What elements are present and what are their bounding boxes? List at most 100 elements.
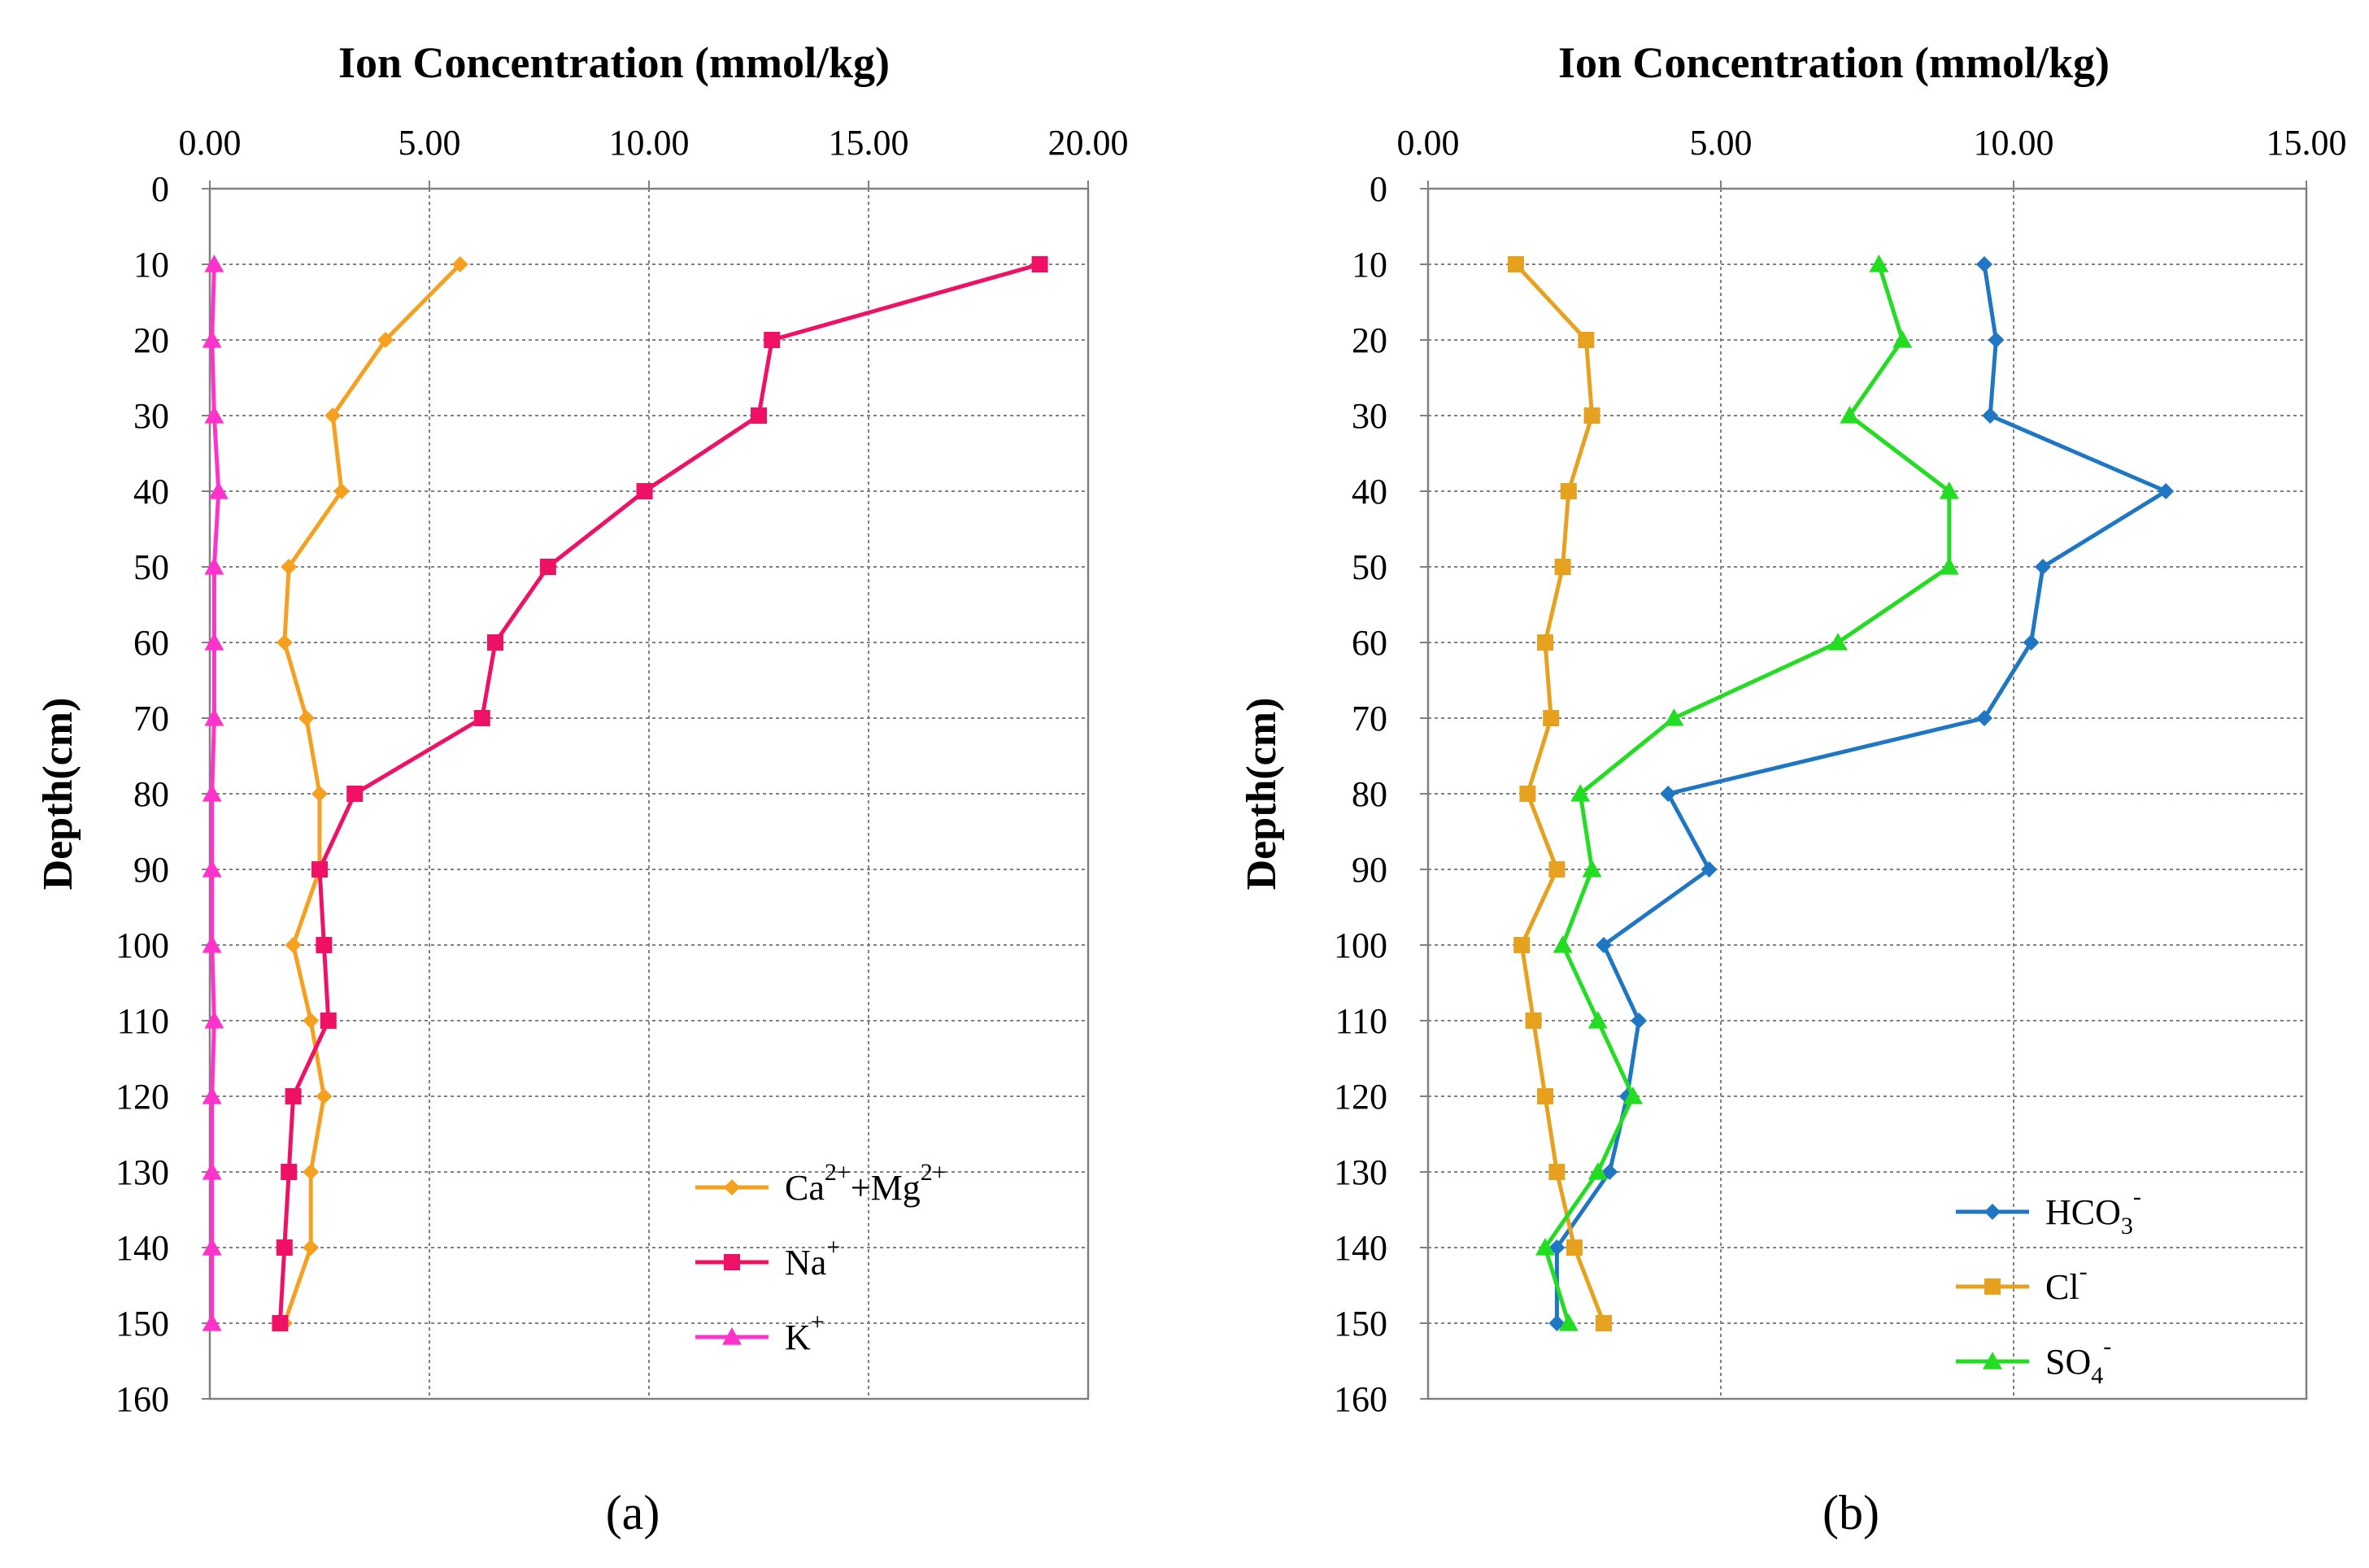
chart-a-data-point: [298, 710, 315, 726]
chart-b: Ion Concentration (mmol/kg) 0.00 5.00 10.00…: [1239, 38, 2347, 1540]
chart-a-data-point: [204, 708, 224, 726]
chart-b-data-point: [2023, 634, 2040, 651]
legend-label-part: Cl: [2045, 1267, 2079, 1307]
chart-b-data-point: [1570, 784, 1591, 802]
chart-a-data-point: [539, 559, 556, 575]
chart-b-data-point: [1988, 332, 2005, 348]
chart-b-data-point: [1513, 937, 1531, 953]
legend-label-part: 2+: [825, 1159, 851, 1186]
chart-a-y-tick-label: 40: [133, 472, 169, 512]
chart-a-data-point: [451, 256, 468, 272]
chart-a-data-point: [377, 332, 394, 348]
chart-b-data-point: [1537, 634, 1553, 651]
chart-a-y-axis-label: Depth(cm): [35, 698, 81, 891]
chart-b-series-3: [1535, 255, 1959, 1331]
chart-b-legend-label: SO4-: [2045, 1333, 2111, 1389]
chart-a-data-point: [311, 786, 328, 802]
chart-b-y-tick-label: 60: [1352, 623, 1387, 663]
chart-a-data-point: [202, 1238, 222, 1256]
legend-label-part: +: [811, 1309, 825, 1335]
legend-label-part: 2+: [921, 1159, 947, 1186]
chart-a-data-point: [473, 710, 490, 726]
chart-a-y-tick-label: 140: [115, 1228, 169, 1268]
legend-label-part: -: [2133, 1183, 2141, 1210]
chart-a-data-point: [303, 1013, 320, 1029]
chart-a-y-tick-label: 100: [115, 926, 169, 965]
chart-b-y-tick-label: 110: [1335, 1001, 1387, 1041]
chart-b-legend-marker: [1984, 1204, 2001, 1220]
chart-a-y-tick-label: 150: [115, 1304, 169, 1344]
chart-a-data-point: [311, 861, 328, 878]
chart-a-legend-marker: [724, 1254, 740, 1270]
chart-a-legend-label: K+: [785, 1309, 825, 1357]
chart-b-y-tick-label: 20: [1352, 320, 1387, 360]
chart-b-x-tick-label: 0.00: [1397, 123, 1460, 163]
chart-a-data-point: [276, 1239, 293, 1256]
chart-a-series-2: [272, 256, 1048, 1331]
chart-a-data-point: [204, 406, 224, 424]
legend-label-part: -: [2079, 1258, 2088, 1285]
chart-a-y-tick-label: 70: [133, 699, 169, 738]
chart-a-y-tick-label: 60: [133, 623, 169, 663]
chart-b-legend-marker: [1983, 1352, 2002, 1370]
chart-a-x-tick-label: 10.00: [609, 123, 690, 163]
chart-a-data-point: [202, 1313, 222, 1331]
chart-a-data-point: [751, 407, 767, 424]
chart-a-data-point: [204, 1011, 224, 1029]
chart-b-y-tick-label: 160: [1334, 1379, 1387, 1419]
legend-label-part: 4: [2091, 1362, 2103, 1389]
chart-a-legend: Ca2++Mg2+Na+K+: [695, 1159, 947, 1357]
chart-a-data-point: [324, 407, 342, 424]
chart-a: Ion Concentration (mmol/kg) 0.00 5.00 10.00…: [35, 38, 1129, 1540]
chart-a-data-point: [303, 1164, 320, 1180]
chart-a-data-point: [346, 786, 364, 802]
chart-a-legend-marker: [724, 1179, 740, 1196]
chart-b-y-tick-label: 120: [1334, 1077, 1387, 1117]
chart-a-legend-marker: [722, 1327, 742, 1345]
chart-a-data-point: [204, 633, 224, 651]
chart-a-data-point: [202, 784, 222, 802]
chart-b-y-tick-label: 30: [1352, 396, 1387, 436]
chart-a-y-tick-label: 120: [115, 1077, 169, 1117]
chart-a-data-point: [281, 1164, 298, 1180]
chart-b-data-point: [1840, 406, 1860, 424]
chart-a-data-point: [281, 559, 298, 575]
chart-b-data-point: [1939, 481, 1959, 499]
chart-b-data-point: [1535, 1238, 1555, 1256]
chart-a-data-point: [285, 1088, 302, 1104]
chart-b-legend-marker: [1984, 1278, 2001, 1295]
chart-b-data-point: [1548, 861, 1566, 878]
chart-b-legend-label: Cl-: [2045, 1258, 2088, 1307]
chart-b-data-point: [1596, 937, 1612, 953]
chart-a-data-point: [202, 1162, 222, 1180]
chart-b-data-point: [1939, 557, 1959, 575]
chart-a-data-point: [276, 634, 293, 651]
legend-label-part: +Mg: [851, 1168, 921, 1208]
chart-a-y-tick-label: 110: [117, 1001, 169, 1041]
chart-a-data-point: [202, 1087, 222, 1104]
chart-a-data-point: [636, 483, 653, 499]
chart-b-data-point: [2035, 559, 2051, 575]
chart-b-data-point: [1664, 708, 1684, 726]
chart-b-data-point: [1631, 1013, 1648, 1029]
chart-a-data-point: [316, 1088, 333, 1104]
chart-a-data-point: [208, 481, 229, 499]
chart-a-data-point: [1031, 256, 1048, 272]
chart-b-data-point: [1976, 256, 1992, 272]
chart-b-series-2: [1508, 256, 1612, 1331]
chart-b-y-tick-label: 10: [1352, 245, 1387, 285]
chart-b-x-tick-label: 10.00: [1974, 123, 2054, 163]
chart-b-y-axis-label: Depth(cm): [1239, 698, 1285, 891]
chart-a-data-point: [487, 634, 503, 651]
chart-a-legend-label: Ca2++Mg2+: [785, 1159, 947, 1208]
chart-b-data-point: [1560, 483, 1577, 499]
chart-a-title: Ion Concentration (mmol/kg): [338, 38, 890, 87]
chart-a-data-point: [333, 483, 350, 499]
chart-b-data-point: [1976, 710, 1992, 726]
legend-label-part: -: [2103, 1333, 2111, 1360]
chart-b-y-tick-label: 0: [1370, 169, 1387, 209]
legend-label-part: K: [785, 1318, 811, 1357]
chart-a-data-point: [202, 860, 222, 878]
chart-a-y-tick-label: 130: [115, 1152, 169, 1192]
